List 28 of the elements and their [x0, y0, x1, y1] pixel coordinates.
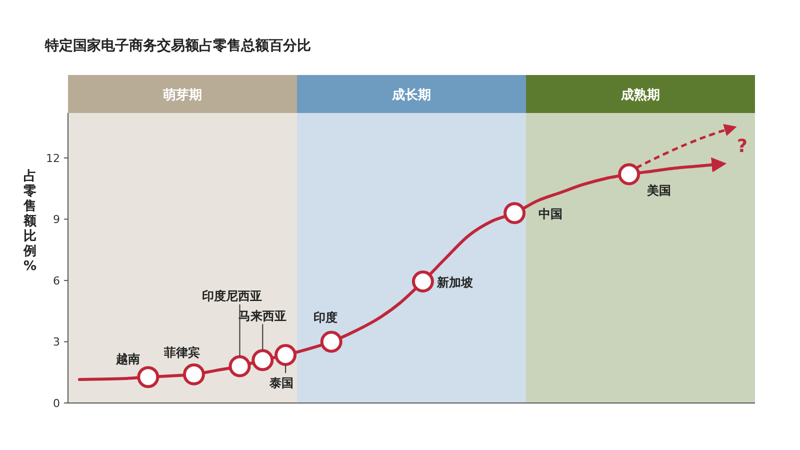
- chart-title: 特定国家电子商务交易额占零售总额百分比: [44, 37, 311, 54]
- point: [412, 270, 434, 292]
- series-label: 新加坡: [436, 275, 474, 290]
- series-label: 中国: [538, 207, 563, 222]
- y-tick-label: 6: [53, 274, 60, 288]
- y-tick-label: 0: [53, 397, 60, 410]
- point: [618, 163, 640, 186]
- text: 成长期: [391, 88, 431, 103]
- series-label: 菲律宾: [162, 345, 200, 360]
- series-label: 印度: [313, 310, 338, 325]
- series-label: 泰国: [268, 376, 294, 390]
- point: [320, 330, 342, 353]
- series-label: 美国: [646, 183, 672, 198]
- point: [137, 366, 160, 388]
- y-axis-title: 占零售额比例%: [22, 169, 38, 274]
- series-label: 越南: [115, 352, 140, 366]
- y-tick-label: 3: [53, 336, 60, 349]
- text: 萌芽期: [162, 87, 202, 103]
- point: [504, 202, 526, 224]
- point: [274, 344, 297, 366]
- annotation: ?: [737, 136, 748, 157]
- point: [252, 349, 274, 372]
- y-tick-label: 12: [46, 152, 60, 165]
- point: [228, 355, 251, 378]
- point: [182, 363, 205, 386]
- text: 成熟期: [620, 87, 660, 103]
- text: 印度尼西亚: [202, 289, 262, 304]
- y-tick-label: 9: [53, 213, 60, 226]
